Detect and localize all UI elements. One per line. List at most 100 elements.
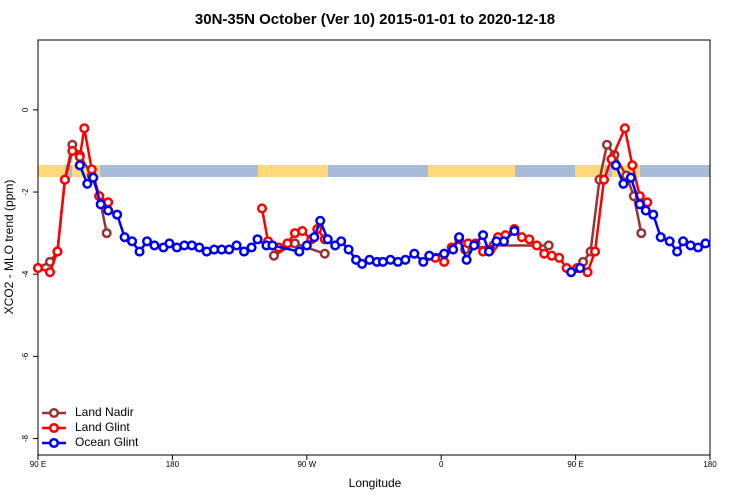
data-point [678,236,689,247]
data-point [79,123,90,134]
land-band [258,165,328,177]
x-tick-label: 180 [703,460,717,469]
data-point [610,160,621,171]
data-point [543,240,554,251]
data-point [134,246,145,257]
data-point [336,236,347,247]
data-point [103,205,114,216]
data-point [409,248,420,259]
legend-label: Land Nadir [75,405,134,419]
data-point [44,267,55,278]
data-point [424,250,435,261]
data-point [112,209,123,220]
y-tick-label: -8 [21,434,30,442]
data-point [101,228,112,239]
data-point [634,199,645,210]
data-point [439,256,450,267]
data-point [74,160,85,171]
data-point [461,254,472,265]
data-point [439,248,450,259]
data-point [268,250,279,261]
data-point [566,267,577,278]
data-point [267,240,278,251]
y-tick-label: -4 [21,270,30,278]
data-point [52,246,63,257]
data-point [640,205,651,216]
data-point [297,226,308,237]
data-point [700,238,711,249]
data-point [601,139,613,150]
data-point [256,203,268,214]
data-point [59,174,70,185]
series [74,160,711,278]
data-point [164,238,175,249]
data-point [239,246,250,257]
data-point [693,242,704,253]
data-point [625,172,636,183]
data-point [67,145,78,156]
land-band [575,165,605,177]
data-point [469,240,480,251]
y-tick-label: -2 [21,188,30,196]
data-point [648,209,659,220]
data-point [224,244,235,255]
data-point [141,236,153,247]
x-tick-label: 180 [166,460,180,469]
data-point [618,178,629,189]
legend-label: Land Glint [75,420,130,434]
data-point [231,240,242,251]
data-point [619,123,630,134]
land-band [428,165,515,177]
data-point [454,232,465,243]
data-point [498,236,509,247]
data-point [589,246,601,257]
x-tick-label: 90 W [297,460,316,469]
x-tick-label: 90 E [567,460,583,469]
data-point [418,256,429,267]
data-point [252,234,263,245]
data-point [194,242,205,253]
data-point [294,246,305,257]
data-point [531,240,542,251]
data-point [357,258,368,269]
data-point [672,246,683,257]
data-point [477,230,489,241]
data-point [127,236,138,247]
data-point [524,234,535,245]
data-point [400,254,411,265]
plot-frame [37,39,711,456]
data-point [322,234,333,245]
legend-marker [48,422,60,434]
ocean-band [38,165,710,177]
data-point [509,226,520,237]
legend-marker [48,437,60,449]
data-point [282,238,293,249]
data-point [448,244,459,255]
data-point [627,160,638,171]
data-point [246,242,257,253]
data-point [74,152,85,163]
x-tick-label: 0 [439,460,444,469]
y-tick-label: 0 [21,107,30,112]
data-point [554,252,565,263]
data-point [575,262,586,274]
data-point [32,262,44,274]
legend-marker [48,407,60,419]
chart-title: 30N-35N October (Ver 10) 2015-01-01 to 2… [195,11,555,28]
data-point [149,240,160,251]
data-point [664,236,675,247]
data-point [315,215,326,226]
data-point [655,232,666,243]
data-point [483,246,495,257]
data-point [301,240,312,251]
data-point [119,232,130,243]
data-point [319,248,330,259]
land-band [38,165,65,177]
data-point [598,174,610,185]
data-point [86,164,97,175]
x-tick-label: 90 E [30,460,46,469]
data-point [88,172,99,183]
data-point [309,232,320,243]
